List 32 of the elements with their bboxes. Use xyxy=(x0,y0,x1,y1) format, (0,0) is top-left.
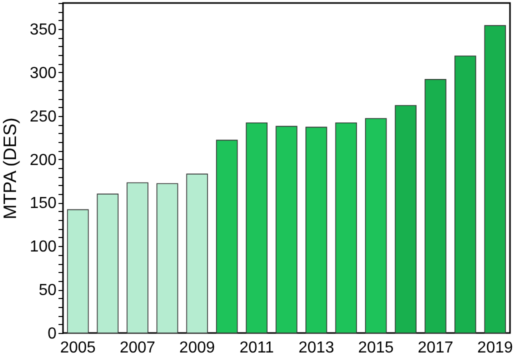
x-tick-label: 2015 xyxy=(358,340,394,356)
bar xyxy=(126,182,148,334)
x-tick-label: 2005 xyxy=(60,340,96,356)
bar xyxy=(335,122,357,334)
y-tick-label: 100 xyxy=(30,238,57,256)
y-axis-title: MTPA (DES) xyxy=(0,118,20,220)
bar xyxy=(424,79,446,334)
y-tick-label: 0 xyxy=(48,326,57,342)
bar xyxy=(246,122,268,334)
bar xyxy=(454,56,476,334)
x-tick-label: 2019 xyxy=(477,340,513,356)
x-tick-label: 2017 xyxy=(418,340,454,356)
x-tick-label: 2013 xyxy=(298,340,334,356)
bar xyxy=(365,118,387,334)
bar xyxy=(216,140,238,334)
y-tick-label: 350 xyxy=(30,22,57,39)
bar xyxy=(484,25,506,334)
bar xyxy=(156,183,178,334)
x-tick-label: 2011 xyxy=(239,340,274,356)
bar xyxy=(305,126,328,334)
y-tick-label: 300 xyxy=(30,64,57,82)
y-tick-label: 150 xyxy=(30,195,57,212)
bar xyxy=(96,194,119,334)
y-tick-label: 200 xyxy=(30,152,57,169)
y-tick-label: 50 xyxy=(38,282,57,300)
bar xyxy=(186,174,208,334)
bar xyxy=(276,126,298,334)
x-tick-label: 2009 xyxy=(179,340,215,356)
bar xyxy=(67,209,89,334)
y-tick-label: 250 xyxy=(30,108,57,126)
bar xyxy=(394,105,417,334)
x-tick-label: 2007 xyxy=(120,340,156,356)
